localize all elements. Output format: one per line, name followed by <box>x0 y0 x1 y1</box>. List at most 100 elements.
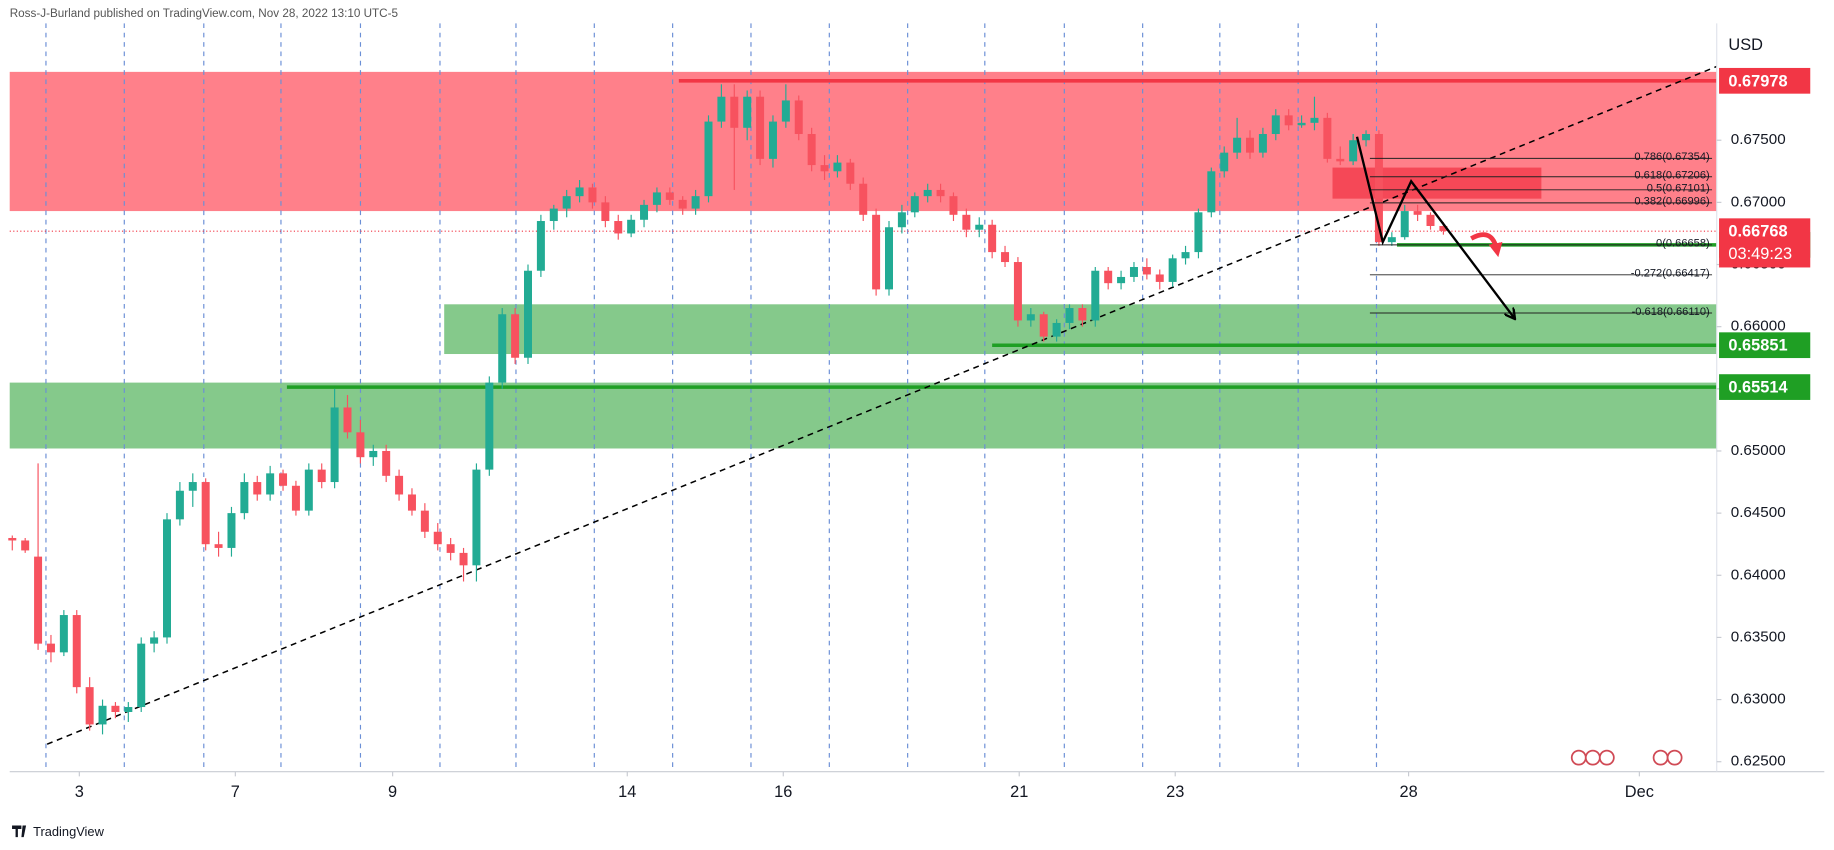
candle-body <box>897 212 906 228</box>
candle-body <box>588 187 597 203</box>
candle-body <box>1233 137 1242 153</box>
price-tag <box>1719 67 1811 94</box>
price-tag <box>1719 332 1811 359</box>
candle-body <box>910 196 919 213</box>
candle-body <box>1117 276 1126 284</box>
candle-body <box>420 510 429 532</box>
fib-label: 0.786(0.67354) <box>1634 151 1709 163</box>
countdown: 03:49:23 <box>1728 245 1792 263</box>
candle-body <box>1220 152 1229 172</box>
candle-body <box>382 450 391 476</box>
candle-body <box>1168 258 1177 282</box>
price-tag-label: 0.66768 <box>1728 223 1787 241</box>
candle-body <box>72 615 81 688</box>
candle-body <box>317 469 326 483</box>
candle-body <box>1297 122 1306 126</box>
candle-body <box>627 219 636 234</box>
candle-body <box>1336 158 1345 162</box>
candle-body <box>266 473 275 495</box>
candle-body <box>743 96 752 128</box>
fib-label: 0.618(0.67206) <box>1634 170 1709 182</box>
candle-body <box>833 162 842 172</box>
trendline <box>46 65 1718 745</box>
candle-body <box>446 544 455 553</box>
candle-body <box>1181 252 1190 259</box>
candle-body <box>253 482 262 495</box>
candle-body <box>614 221 623 234</box>
y-tick-label: 0.62500 <box>1731 753 1786 770</box>
footer-brand: TradingView <box>33 824 104 839</box>
candle-body <box>704 121 713 197</box>
y-tick-label: 0.65000 <box>1731 442 1786 459</box>
candle-body <box>59 615 68 653</box>
candle-body <box>975 224 984 230</box>
candle-body <box>291 485 300 511</box>
candle-body <box>768 121 777 159</box>
candle-body <box>356 432 365 458</box>
candle-body <box>1001 252 1010 263</box>
candle-body <box>459 552 468 566</box>
candle-body <box>98 705 107 725</box>
curved-arrow <box>1470 232 1503 258</box>
candle-body <box>872 214 881 290</box>
fib-zone <box>1332 167 1542 199</box>
candle-body <box>485 382 494 470</box>
price-tag <box>1719 374 1811 400</box>
candle-body <box>1323 117 1332 159</box>
candle-body <box>885 227 893 290</box>
candle-body <box>1013 262 1022 321</box>
candle-body <box>1310 117 1319 123</box>
candle-body <box>124 707 133 713</box>
candle-body <box>665 192 674 200</box>
candle-body <box>1039 314 1048 337</box>
candle-body <box>1400 211 1409 238</box>
y-tick-label: 0.63500 <box>1731 628 1786 645</box>
y-tick-label: 0.63000 <box>1731 691 1786 708</box>
candle-body <box>201 482 210 545</box>
candle-body <box>1439 225 1448 231</box>
candle-body <box>1258 134 1267 153</box>
x-tick-label: 9 <box>388 783 397 801</box>
x-tick-label: Dec <box>1625 783 1654 801</box>
price-tag <box>1719 218 1811 268</box>
candle-body <box>678 199 687 209</box>
candle-body <box>34 556 43 644</box>
candle-body <box>1078 308 1087 321</box>
candle-body <box>343 407 352 433</box>
candle-body <box>279 473 288 486</box>
candle-body <box>781 100 790 122</box>
y-tick-label: 0.64500 <box>1731 504 1786 521</box>
candle-body <box>717 96 726 122</box>
price-tag-label: 0.65851 <box>1728 337 1787 355</box>
candle-body <box>111 705 120 713</box>
candle-body <box>1207 171 1216 213</box>
candle-body <box>369 450 378 458</box>
candle-body <box>395 475 404 495</box>
zone <box>9 382 1717 449</box>
candle-body <box>511 314 520 358</box>
candle-body <box>1349 140 1358 162</box>
candle-body <box>1026 314 1035 321</box>
candle-body <box>150 637 159 644</box>
candle-body <box>846 162 855 184</box>
currency: USD <box>1728 36 1763 54</box>
candle-body <box>1129 267 1138 277</box>
x-tick-label: 3 <box>75 783 84 801</box>
candle-body <box>21 540 30 551</box>
candle-body <box>433 531 442 545</box>
candle-body <box>1413 211 1422 215</box>
candle-body <box>137 643 146 708</box>
candle-body <box>549 208 558 222</box>
event-flags <box>1570 749 1683 766</box>
candle-body <box>923 189 932 197</box>
fib-label: -0.618(0.66110) <box>1632 306 1710 318</box>
candle-body <box>1271 115 1280 135</box>
candle-body <box>1194 212 1203 253</box>
fib-label: 0.5(0.67101) <box>1647 183 1710 195</box>
candle-body <box>949 196 958 215</box>
candle-body <box>498 314 507 383</box>
candle-body <box>988 224 997 253</box>
candle-body <box>859 183 868 215</box>
x-tick-label: 7 <box>231 783 240 801</box>
candle-body <box>46 643 55 653</box>
